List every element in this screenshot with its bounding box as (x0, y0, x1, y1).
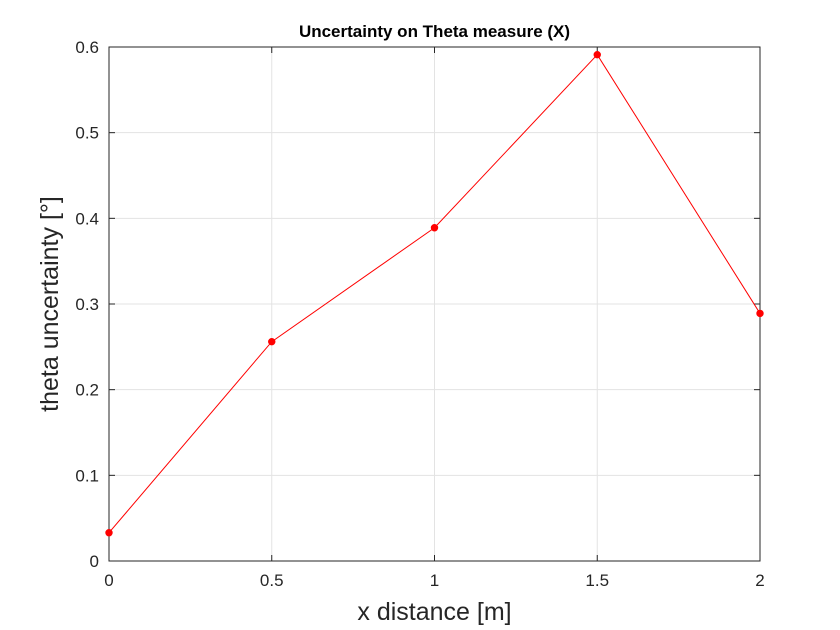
axis-ticks: 0 0.5 1 1.5 2 0 0.1 0.2 0.3 0.4 0.5 0.6 (75, 38, 764, 590)
y-axis-label: theta uncertainty [°] (36, 196, 64, 412)
y-tick-label: 0.1 (75, 466, 99, 485)
data-point (105, 529, 113, 537)
x-tick-label: 0 (104, 571, 113, 590)
x-axis-label: x distance [m] (357, 598, 511, 626)
data-point (756, 309, 764, 318)
x-tick-label: 0.5 (260, 571, 284, 590)
y-tick-label: 0 (90, 552, 99, 571)
data-point (593, 51, 601, 59)
data-point (430, 224, 439, 232)
x-tick-label: 1 (430, 571, 439, 590)
chart-title: Uncertainty on Theta measure (X) (299, 22, 570, 41)
data-series (105, 51, 764, 537)
y-tick-label: 0.3 (75, 295, 99, 314)
x-tick-label: 1.5 (585, 571, 609, 590)
y-tick-label: 0.6 (75, 38, 99, 57)
data-point (268, 337, 276, 346)
y-tick-label: 0.2 (75, 381, 99, 400)
y-tick-label: 0.5 (75, 124, 99, 143)
y-tick-label: 0.4 (75, 209, 99, 228)
x-tick-label: 2 (755, 571, 764, 590)
